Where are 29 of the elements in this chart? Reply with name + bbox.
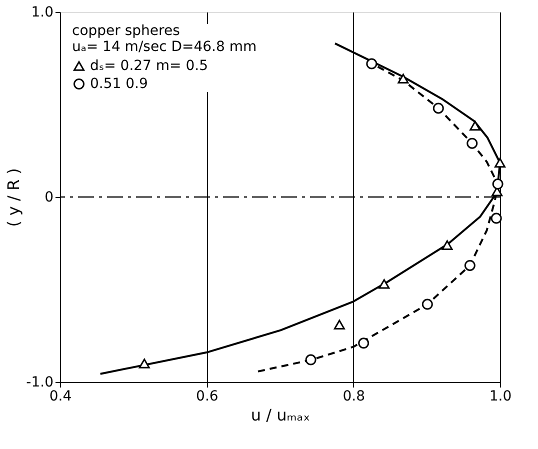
- y-tick-label: 0: [44, 190, 54, 206]
- point: [490, 212, 502, 224]
- point: [378, 279, 390, 289]
- point: [422, 298, 433, 310]
- point: [492, 178, 504, 190]
- legend-title: copper spheres: [72, 23, 180, 39]
- y-axis-title: ( y / R ): [4, 168, 24, 227]
- point: [138, 358, 150, 368]
- x-tick-label: 0.6: [196, 388, 218, 404]
- point: [334, 320, 345, 330]
- point: [470, 120, 481, 131]
- point: [494, 158, 506, 168]
- x-tick-label: 0.4: [49, 388, 72, 404]
- x-tick-label: 0.8: [342, 388, 365, 404]
- point: [398, 74, 409, 84]
- point: [358, 338, 370, 349]
- point: [366, 58, 378, 70]
- point: [432, 102, 444, 114]
- y-tick-label: -1.0: [26, 374, 54, 390]
- x-tick-label: 1.0: [489, 388, 512, 404]
- legend-label: 0.51 0.9: [90, 76, 148, 92]
- point: [464, 260, 476, 271]
- x-axis-title: u / uₘₐₓ: [250, 406, 310, 424]
- point: [466, 138, 478, 149]
- y-tick-label: 1.0: [31, 4, 54, 20]
- annotation: uₐ= 14 m/sec D=46.8 mm: [72, 39, 257, 55]
- legend-label: dₛ= 0.27 m= 0.5: [90, 58, 208, 74]
- point: [442, 240, 453, 250]
- point: [305, 354, 316, 366]
